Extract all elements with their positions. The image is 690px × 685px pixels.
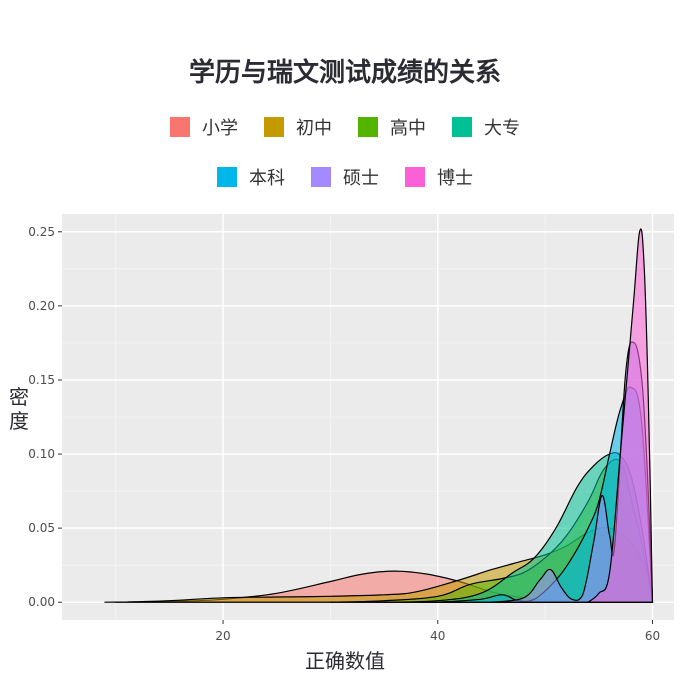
legend-swatch (358, 117, 378, 137)
legend-swatch (264, 117, 284, 137)
x-axis-title: 正确数值 (305, 649, 385, 673)
legend-item-shuoshi: 硕士 (311, 164, 379, 190)
legend-label: 博士 (437, 168, 473, 189)
series-layer (104, 228, 654, 603)
y-axis-title: 密度 (9, 385, 29, 433)
y-tick-label: 0.20 (28, 299, 55, 313)
x-tick-label: 40 (430, 629, 445, 643)
legend-label: 本科 (249, 168, 285, 189)
density-area-series-6 (587, 228, 654, 603)
legend-row-1: 小学 初中 高中 大专 (0, 114, 690, 140)
legend-row-2: 本科 硕士 博士 (0, 164, 690, 190)
x-tick-label: 60 (645, 629, 660, 643)
x-tick-label: 20 (215, 629, 230, 643)
legend-item-boshi: 博士 (405, 164, 473, 190)
legend-swatch (311, 167, 331, 187)
chart-title: 学历与瑞文测试成绩的关系 (188, 58, 501, 88)
legend-item-benke: 本科 (217, 164, 285, 190)
tick-layer: 20 40 60 0.00 0.05 0.10 0.15 0.20 0.25 (28, 225, 660, 643)
legend-swatch (217, 167, 237, 187)
y-tick-label: 0.05 (28, 521, 55, 535)
y-tick-label: 0.15 (28, 373, 55, 387)
legend-label: 硕士 (343, 168, 379, 189)
legend-item-dazhuan: 大专 (452, 114, 520, 140)
legend-swatch (170, 117, 190, 137)
legend-label: 大专 (484, 118, 520, 139)
legend-label: 高中 (390, 118, 426, 139)
legend-item-chuzhong: 初中 (264, 114, 332, 140)
legend-label: 初中 (296, 118, 332, 139)
legend-item-gaozhong: 高中 (358, 114, 426, 140)
y-tick-label: 0.10 (28, 447, 55, 461)
y-tick-label: 0.00 (28, 595, 55, 609)
legend-swatch (405, 167, 425, 187)
legend-item-xiaoxue: 小学 (170, 114, 238, 140)
legend-swatch (452, 117, 472, 137)
legend-label: 小学 (202, 118, 238, 139)
y-tick-label: 0.25 (28, 225, 55, 239)
